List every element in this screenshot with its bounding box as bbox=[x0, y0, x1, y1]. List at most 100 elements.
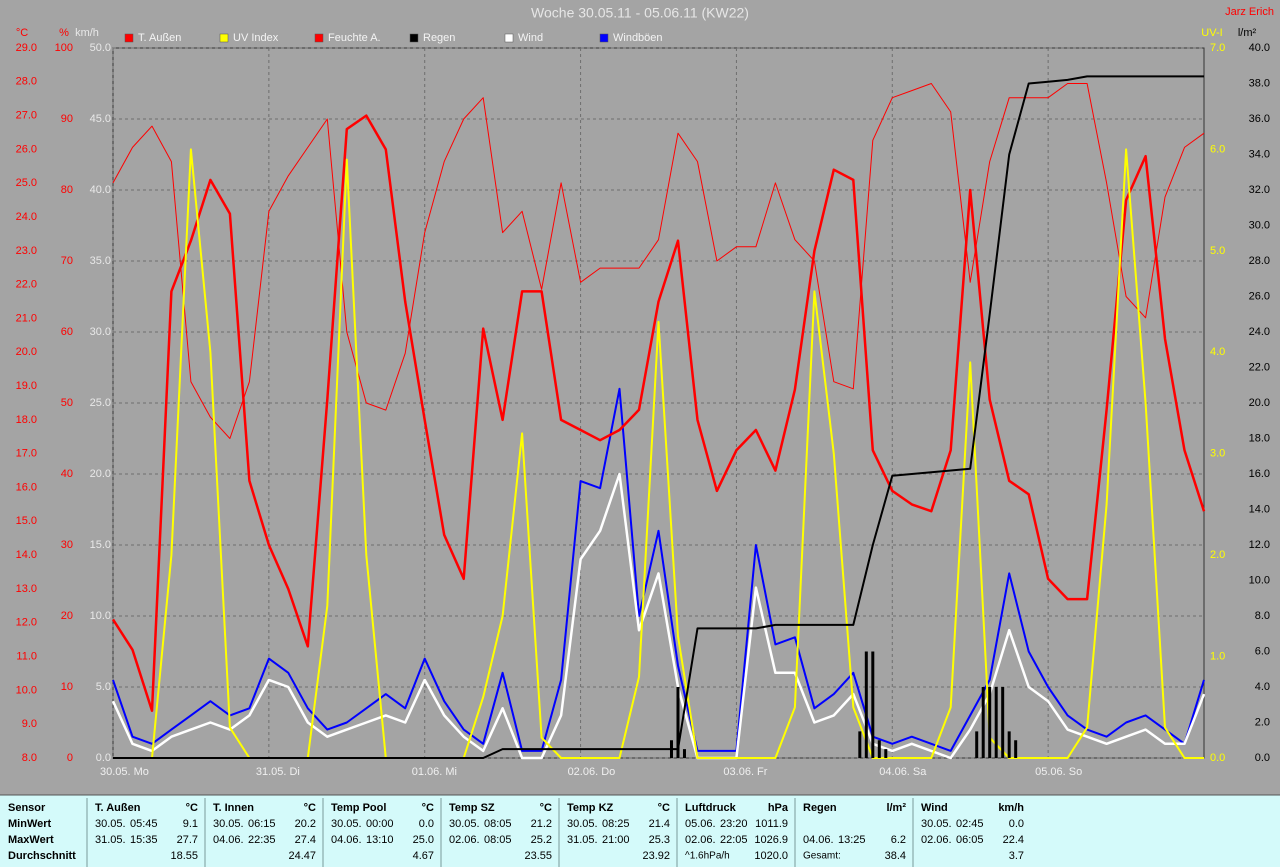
cell-date: 02.06. bbox=[449, 834, 480, 846]
cell-value: 25.2 bbox=[531, 834, 552, 846]
group-unit: °C bbox=[422, 802, 434, 814]
x-tick-label: 05.06. So bbox=[1035, 766, 1082, 778]
cell-value: 3.7 bbox=[1009, 850, 1024, 862]
y-tick-label: 22.0 bbox=[1249, 361, 1270, 373]
cell-value: 23.55 bbox=[524, 850, 552, 862]
rain-bar bbox=[864, 651, 868, 758]
y-tick-label: 50 bbox=[61, 397, 73, 409]
y-tick-label: 9.0 bbox=[22, 718, 37, 730]
rain-bar bbox=[884, 749, 888, 758]
y-tick-label: 20.0 bbox=[90, 468, 111, 480]
cell-note: ^1.6hPa/h bbox=[685, 851, 730, 862]
group-unit: l/m² bbox=[886, 802, 906, 814]
y-tick-label: 10.0 bbox=[16, 684, 37, 696]
y-tick-label: 80 bbox=[61, 184, 73, 196]
y-tick-label: 100 bbox=[55, 42, 73, 54]
y-tick-label: 24.0 bbox=[1249, 326, 1270, 338]
cell-date: 31.05. bbox=[95, 834, 126, 846]
cell-value: 0.0 bbox=[419, 818, 434, 830]
cell-time: 00:00 bbox=[366, 818, 394, 830]
y-tick-label: 0.0 bbox=[96, 752, 111, 764]
y-tick-label: 8.0 bbox=[22, 752, 37, 764]
y-tick-label: 10.0 bbox=[90, 610, 111, 622]
cell-value: 9.1 bbox=[183, 818, 198, 830]
y-tick-label: 24.0 bbox=[16, 211, 37, 223]
axis-unit: km/h bbox=[75, 27, 99, 39]
y-tick-label: 5.0 bbox=[1210, 245, 1225, 257]
cell-date: 30.05. bbox=[921, 818, 952, 830]
y-tick-label: 29.0 bbox=[16, 42, 37, 54]
rain-bar bbox=[1014, 740, 1018, 758]
cell-value: 24.47 bbox=[288, 850, 316, 862]
cell-date: 02.06. bbox=[685, 834, 716, 846]
group-name: Temp SZ bbox=[449, 802, 495, 814]
cell-date: 30.05. bbox=[449, 818, 480, 830]
cell-time: 13:10 bbox=[366, 834, 394, 846]
cell-time: 15:35 bbox=[130, 834, 158, 846]
cell-time: 02:45 bbox=[956, 818, 984, 830]
y-tick-label: 36.0 bbox=[1249, 113, 1270, 125]
y-tick-label: 32.0 bbox=[1249, 184, 1270, 196]
author: Jarz Erich bbox=[1225, 6, 1274, 18]
group-name: Regen bbox=[803, 802, 837, 814]
y-tick-label: 12.0 bbox=[16, 617, 37, 629]
y-tick-label: 20.0 bbox=[1249, 397, 1270, 409]
y-tick-label: 40 bbox=[61, 468, 73, 480]
marks bbox=[111, 75, 1206, 760]
axis-unit: l/m² bbox=[1238, 27, 1257, 39]
series-line bbox=[113, 75, 1204, 759]
y-tick-label: 20 bbox=[61, 610, 73, 622]
y-tick-label: 25.0 bbox=[16, 177, 37, 189]
cell-value: 1011.9 bbox=[755, 818, 788, 830]
rain-bar bbox=[988, 687, 992, 758]
cell-value: 21.2 bbox=[531, 818, 552, 830]
y-tick-label: 15.0 bbox=[16, 515, 37, 527]
y-tick-label: 5.0 bbox=[96, 681, 111, 693]
cell-date: 04.06. bbox=[331, 834, 362, 846]
y-tick-label: 17.0 bbox=[16, 448, 37, 460]
row-label: Durchschnitt bbox=[8, 850, 76, 862]
cell-date: 05.06. bbox=[685, 818, 716, 830]
cell-value: 18.55 bbox=[170, 850, 198, 862]
cell-value: 38.4 bbox=[885, 850, 906, 862]
cell-value: 6.2 bbox=[891, 834, 906, 846]
y-tick-label: 14.0 bbox=[16, 549, 37, 561]
y-tick-label: 19.0 bbox=[16, 380, 37, 392]
cell-date: 31.05. bbox=[567, 834, 598, 846]
stats-table: Sensor MinWert MaxWert Durchschnitt T. Außen… bbox=[8, 798, 1024, 867]
cell-value: 23.92 bbox=[642, 850, 670, 862]
row-label: Sensor bbox=[8, 802, 46, 814]
y-tick-label: 26.0 bbox=[1249, 290, 1270, 302]
y-tick-label: 16.0 bbox=[16, 481, 37, 493]
cell-value: 1026.9 bbox=[754, 834, 788, 846]
axis-unit: UV-I bbox=[1201, 27, 1222, 39]
y-tick-label: 2.0 bbox=[1255, 716, 1270, 728]
labels: °C 8.0 9.0 10.0 11.0 12.0 13.0 14.0 15.0 16.0 17.0… bbox=[16, 27, 1270, 778]
y-tick-label: 30 bbox=[61, 539, 73, 551]
rain-bar bbox=[858, 731, 862, 758]
y-tick-label: 40.0 bbox=[1249, 42, 1270, 54]
rain-bar bbox=[975, 731, 979, 758]
group-unit: °C bbox=[658, 802, 670, 814]
group-unit: hPa bbox=[768, 802, 789, 814]
table-background bbox=[0, 795, 1280, 867]
y-tick-label: 30.0 bbox=[1249, 219, 1270, 231]
cell-time: 22:05 bbox=[720, 834, 748, 846]
y-tick-label: 38.0 bbox=[1249, 77, 1270, 89]
group-unit: °C bbox=[304, 802, 316, 814]
cell-date: 02.06. bbox=[921, 834, 952, 846]
y-tick-label: 70 bbox=[61, 255, 73, 267]
legend-swatch bbox=[599, 33, 609, 43]
group-name: Temp KZ bbox=[567, 802, 614, 814]
legend-label: T. Außen bbox=[138, 32, 181, 44]
group-unit: km/h bbox=[998, 802, 1024, 814]
cell-value: 27.7 bbox=[177, 834, 198, 846]
rain-bar bbox=[682, 749, 686, 758]
y-tick-label: 12.0 bbox=[1249, 539, 1270, 551]
legend-swatch bbox=[504, 33, 514, 43]
rain-bar bbox=[877, 740, 881, 758]
y-tick-label: 0 bbox=[67, 752, 73, 764]
group-name: Temp Pool bbox=[331, 802, 386, 814]
y-tick-label: 40.0 bbox=[90, 184, 111, 196]
